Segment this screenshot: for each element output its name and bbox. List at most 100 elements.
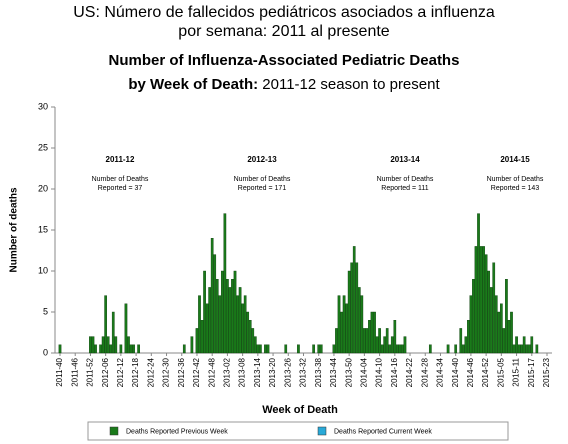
bar: [398, 344, 402, 354]
y-tick-label: 10: [38, 265, 48, 275]
bar: [396, 344, 399, 354]
x-tick-label: 2013-38: [314, 357, 323, 387]
x-tick-label: 2014-04: [359, 357, 368, 387]
bar: [246, 311, 250, 354]
season-label: 2013-14: [390, 155, 420, 164]
bar: [522, 336, 526, 354]
x-tick-label: 2013-08: [238, 357, 247, 387]
bar: [500, 303, 503, 354]
bar: [129, 344, 133, 354]
y-tick-label: 30: [38, 101, 48, 111]
bar: [248, 320, 252, 354]
season-note: Reported = 171: [238, 185, 287, 192]
bar: [446, 344, 450, 354]
bar: [236, 295, 239, 354]
x-tick-label: 2013-50: [344, 357, 353, 387]
x-tick-label: 2013-02: [223, 357, 232, 387]
bar: [109, 344, 113, 354]
bar: [238, 287, 242, 354]
x-tick-label: 2014-46: [466, 357, 475, 387]
bar: [190, 336, 194, 354]
bar: [383, 336, 387, 354]
bar: [205, 303, 209, 354]
y-tick-label: 0: [43, 347, 48, 357]
bar: [119, 344, 123, 354]
bar: [266, 344, 270, 354]
x-tick-label: 2015-23: [542, 357, 551, 387]
bar: [505, 279, 508, 354]
bar: [264, 344, 267, 354]
bar: [401, 344, 404, 354]
bar: [91, 336, 95, 354]
legend-label: Deaths Reported Current Week: [334, 428, 432, 435]
x-tick-label: 2015-11: [512, 357, 521, 386]
season-note: Number of Deaths: [234, 176, 291, 183]
x-tick-label: 2014-10: [375, 357, 384, 387]
bar: [241, 303, 244, 354]
bar: [357, 287, 361, 354]
bar: [89, 336, 92, 354]
bar: [390, 336, 394, 354]
bar: [482, 246, 485, 354]
x-tick-label: 2012-48: [207, 357, 216, 387]
bar: [284, 344, 288, 354]
bar: [502, 328, 506, 354]
bar: [378, 328, 381, 354]
bar: [132, 344, 135, 354]
bar: [101, 336, 105, 354]
bar: [233, 270, 237, 354]
bar: [106, 336, 110, 354]
bar: [210, 237, 214, 354]
chart-subtitle: by Week of Death: 2011-12 season to pres…: [128, 76, 440, 93]
bar: [459, 328, 463, 354]
season-note: Number of Deaths: [377, 176, 434, 183]
bar: [297, 344, 300, 354]
bar: [137, 344, 140, 354]
bar: [370, 311, 374, 354]
bar: [220, 270, 224, 354]
bar: [350, 262, 354, 354]
season-label: 2014-15: [500, 155, 530, 164]
bar: [208, 287, 211, 354]
bar: [535, 344, 539, 354]
chart-title: Number of Influenza-Associated Pediatric…: [109, 52, 460, 69]
bar: [497, 311, 501, 354]
bar: [332, 344, 336, 354]
bar: [403, 336, 407, 354]
bar: [104, 295, 107, 354]
bar: [363, 328, 366, 354]
x-tick-label: 2014-22: [405, 357, 414, 387]
y-tick-label: 5: [43, 306, 48, 316]
bar: [226, 279, 229, 354]
x-tick-label: 2012-30: [162, 357, 171, 387]
bar: [474, 246, 478, 354]
x-tick-label: 2014-28: [420, 357, 429, 387]
bar: [464, 336, 468, 354]
bar: [469, 295, 473, 354]
bar: [510, 311, 513, 354]
bar: [317, 344, 321, 354]
bar: [507, 320, 511, 354]
bar: [368, 320, 371, 354]
bar: [512, 344, 516, 354]
bar: [127, 336, 130, 354]
bar: [385, 328, 389, 354]
bar: [111, 311, 115, 354]
x-tick-label: 2015-05: [496, 357, 505, 387]
x-tick-label: 2012-24: [146, 357, 155, 387]
bar: [256, 344, 260, 354]
bar: [114, 336, 118, 354]
bar: [461, 344, 465, 354]
bar: [428, 344, 432, 354]
bar: [393, 320, 397, 354]
season-note: Reported = 143: [491, 185, 540, 192]
bar: [251, 328, 255, 354]
y-axis-label: Number of deaths: [9, 187, 20, 272]
bar: [347, 270, 351, 354]
season-note: Number of Deaths: [487, 176, 544, 183]
x-tick-label: 2011-46: [70, 357, 79, 386]
legend-swatch: [317, 426, 327, 436]
x-tick-label: 2012-12: [116, 357, 125, 387]
x-tick-label: 2014-34: [436, 357, 445, 387]
